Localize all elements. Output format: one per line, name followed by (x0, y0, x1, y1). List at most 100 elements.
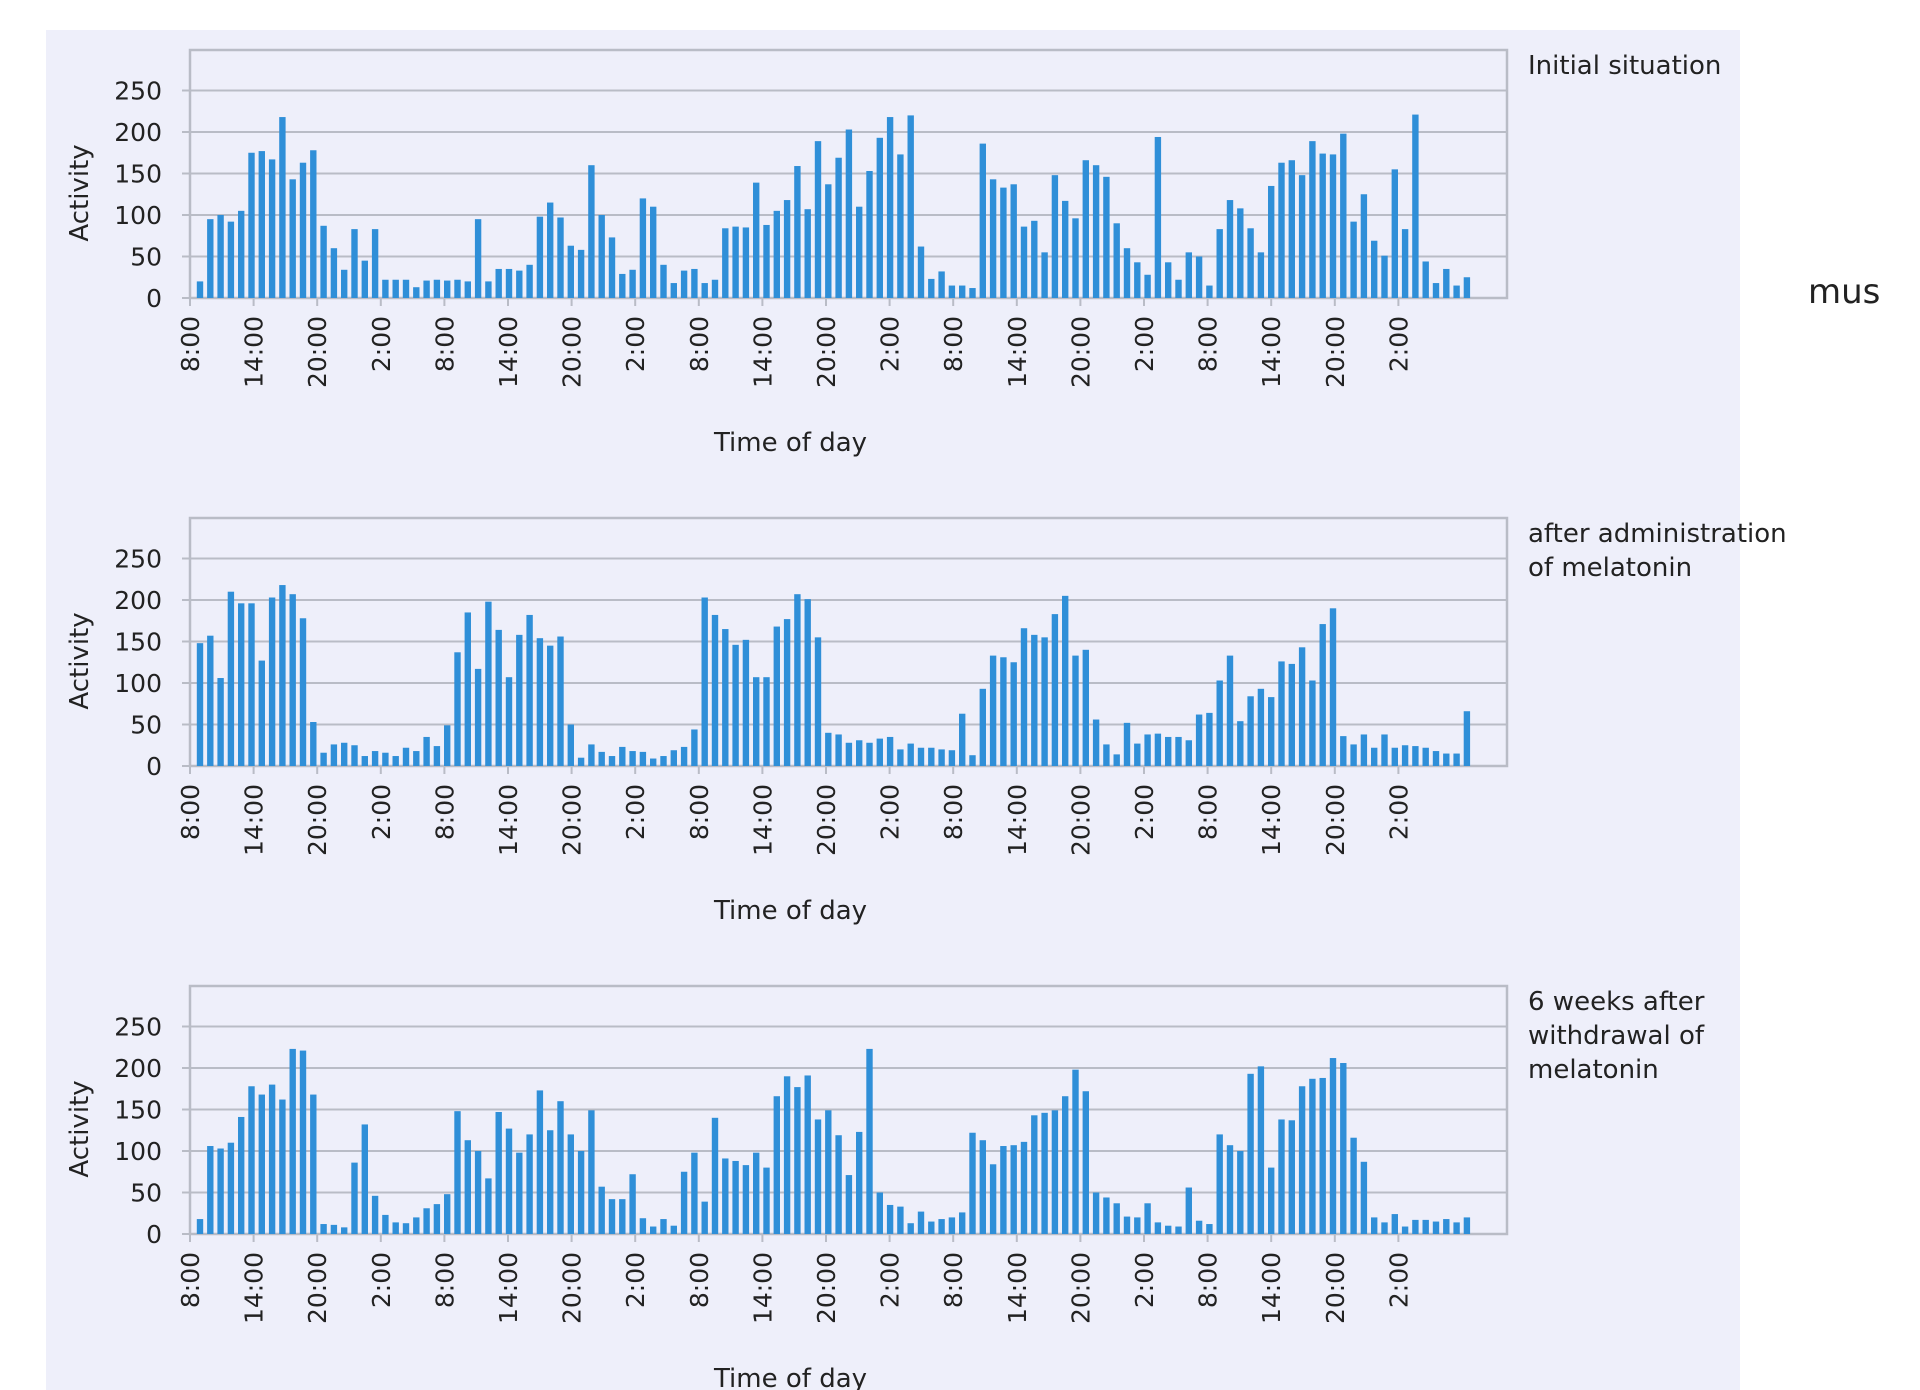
bar (639, 1218, 647, 1234)
x-tick-label: 20:00 (558, 784, 587, 856)
bar (444, 1194, 451, 1234)
bar (835, 734, 842, 766)
bar (557, 1101, 564, 1234)
bar (608, 1199, 616, 1234)
bar (207, 635, 214, 766)
bar (1278, 661, 1285, 766)
bar (341, 269, 348, 298)
bar (1298, 175, 1306, 298)
bar (1432, 751, 1440, 766)
bar (680, 270, 688, 298)
bar (845, 129, 853, 298)
bar (619, 273, 626, 298)
bar (969, 288, 976, 298)
bar (1113, 1203, 1120, 1234)
bar (670, 283, 677, 298)
bar (598, 1186, 605, 1234)
bar (1309, 141, 1316, 298)
bar (866, 1048, 873, 1234)
bar (1237, 1151, 1244, 1234)
y-tick-label: 50 (130, 1179, 162, 1208)
bar (1134, 1217, 1141, 1234)
x-tick-label: 14:00 (1257, 1252, 1286, 1324)
bar (1010, 184, 1017, 298)
bar (1422, 1219, 1429, 1234)
bar (1340, 1063, 1347, 1234)
bar (268, 159, 276, 298)
x-tick-label: 20:00 (558, 316, 587, 388)
bar (1453, 1222, 1460, 1234)
bar (1165, 262, 1172, 298)
bar (1360, 194, 1368, 298)
bar (1453, 285, 1460, 298)
bar (495, 629, 502, 766)
bar (227, 1142, 235, 1234)
bar (402, 747, 410, 766)
chart-title: Initial situation (1528, 51, 1721, 81)
bar (227, 591, 235, 766)
bar (835, 157, 842, 298)
y-tick-label: 0 (146, 752, 162, 781)
bar (928, 1221, 935, 1234)
bar (1062, 1096, 1069, 1234)
bar (1237, 208, 1244, 298)
bar (567, 1134, 574, 1234)
bar (650, 206, 657, 298)
bar (392, 756, 399, 766)
bar (371, 751, 379, 766)
bar (547, 645, 554, 766)
x-tick-label: 14:00 (1003, 1252, 1032, 1324)
bar (1062, 595, 1069, 766)
x-tick-label: 8:00 (176, 316, 205, 372)
bar (989, 655, 997, 766)
bar (536, 216, 544, 298)
bar (1082, 1091, 1089, 1234)
bar (1123, 722, 1131, 766)
bar (495, 1111, 502, 1234)
bar (1432, 1221, 1440, 1234)
bar (1412, 114, 1419, 298)
bar (928, 747, 935, 766)
bar (794, 166, 801, 298)
bar (763, 224, 770, 298)
bar (1443, 1219, 1450, 1234)
bar (650, 1226, 657, 1234)
bar (1206, 285, 1213, 298)
bar (1247, 228, 1254, 298)
bar (207, 219, 214, 298)
bar (629, 1174, 636, 1234)
bar (536, 638, 544, 766)
bar (1020, 628, 1028, 766)
bar (876, 738, 883, 766)
bar (1226, 1145, 1234, 1234)
bar (1453, 753, 1460, 766)
bar (320, 225, 327, 298)
bar (207, 1146, 214, 1234)
y-tick-label: 100 (114, 1137, 162, 1166)
bar (773, 210, 780, 298)
y-tick-label: 0 (146, 284, 162, 313)
bar (289, 1048, 296, 1234)
bar (1092, 165, 1100, 298)
bar (310, 150, 317, 298)
bar (1329, 608, 1337, 766)
bar (1031, 1115, 1038, 1234)
bar (1298, 1086, 1306, 1234)
bar (660, 1219, 667, 1234)
bar (1371, 1217, 1378, 1234)
bar (1350, 744, 1357, 766)
bar (907, 115, 914, 299)
chart-3: 0 50 100 150 200 250 8:00 14:00 20:00 2:00 8:00 14:… (65, 984, 1705, 1390)
bar (217, 678, 224, 766)
bar (691, 268, 698, 298)
bar (1391, 747, 1398, 766)
bar (1000, 187, 1007, 298)
bar (567, 724, 574, 766)
x-tick-label: 2:00 (1384, 316, 1413, 372)
x-tick-label: 20:00 (1066, 316, 1095, 388)
y-tick-label: 50 (130, 243, 162, 272)
bar (1412, 746, 1419, 766)
bar (1226, 655, 1234, 766)
bar (258, 1094, 265, 1234)
x-tick-label: 2:00 (1384, 784, 1413, 840)
